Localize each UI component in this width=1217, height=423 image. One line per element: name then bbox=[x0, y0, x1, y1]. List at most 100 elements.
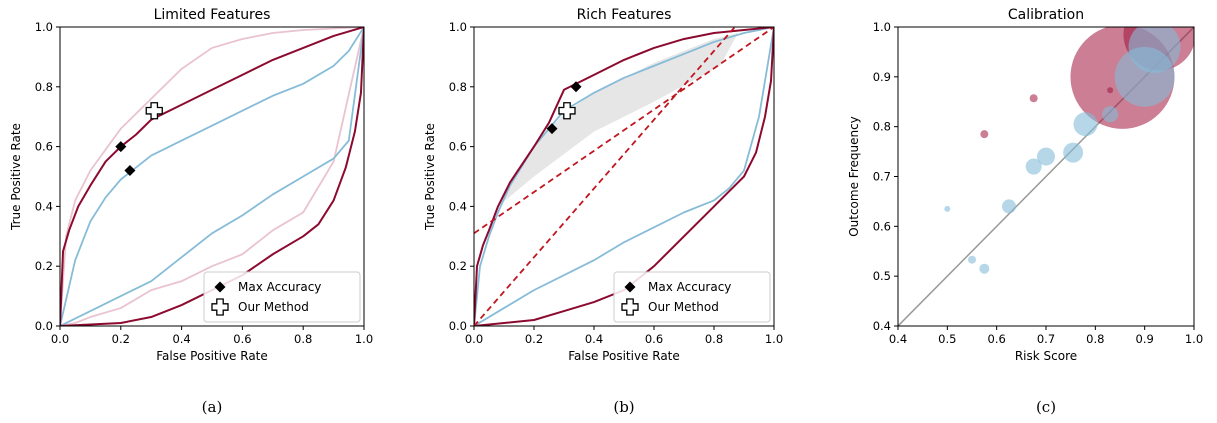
y-axis-label: True Positive Rate bbox=[9, 123, 23, 231]
x-tick-label: 0.6 bbox=[988, 332, 1006, 346]
y-tick-label: 0.8 bbox=[873, 120, 891, 134]
y-tick-label: 0.0 bbox=[35, 319, 53, 333]
y-tick-label: 0.6 bbox=[449, 140, 467, 154]
legend-diamond-icon bbox=[624, 281, 636, 293]
dashed-line bbox=[474, 27, 774, 235]
scatter-point-blue bbox=[1128, 27, 1181, 73]
panel-caption: (c) bbox=[1036, 398, 1056, 416]
dashed-line bbox=[474, 27, 737, 326]
legend: Max Accuracy Our Method bbox=[203, 271, 361, 323]
panel-c: 0.4 0.5 0.6 0.7 0.8 0.9 1.0 0.4 0.5 0.6 0.7 0.8 0.9 1… bbox=[847, 7, 1203, 416]
x-tick-label: 1.0 bbox=[1185, 332, 1203, 346]
legend-box bbox=[613, 271, 771, 323]
x-tick-label: 0.0 bbox=[51, 332, 69, 346]
y-tick-label: 0.8 bbox=[449, 80, 467, 94]
chart-title: Calibration bbox=[1008, 7, 1084, 23]
legend-label: Our Method bbox=[238, 300, 309, 314]
scatter-point-blue bbox=[944, 205, 951, 212]
our-method-marker bbox=[145, 102, 163, 120]
y-tick-label: 0.4 bbox=[35, 199, 53, 213]
x-axis-label: False Positive Rate bbox=[156, 349, 268, 363]
scatter-point-blue bbox=[1063, 142, 1084, 163]
scatter-point-blue bbox=[1002, 199, 1016, 214]
panel-caption: (a) bbox=[202, 398, 223, 416]
legend-plus-icon bbox=[621, 298, 639, 316]
plot-area bbox=[474, 27, 774, 326]
y-tick-label: 0.4 bbox=[873, 319, 891, 333]
scatter-point-red bbox=[1107, 87, 1114, 94]
x-tick-label: 0.4 bbox=[172, 332, 190, 346]
x-tick-label: 1.0 bbox=[355, 332, 373, 346]
x-tick-label: 0.9 bbox=[1136, 332, 1154, 346]
scatter-point-blue bbox=[968, 255, 976, 264]
roc-curve-lower-blue bbox=[474, 27, 774, 326]
legend-label: Max Accuracy bbox=[648, 280, 731, 294]
roc-curve-upper-blue bbox=[474, 27, 774, 326]
x-tick-label: 0.4 bbox=[585, 332, 603, 346]
scatter-point-red bbox=[980, 130, 989, 139]
roc-curve-upper-red bbox=[474, 27, 774, 326]
scatter-point-blue bbox=[1025, 158, 1042, 175]
legend-diamond-icon bbox=[214, 281, 226, 293]
legend-plus-icon bbox=[211, 298, 229, 316]
y-tick-label: 1.0 bbox=[35, 20, 53, 34]
panel-b: 0.0 0.2 0.4 0.6 0.8 1.0 0.0 0.2 0.4 0.6 0.8 1.0 Rich… bbox=[423, 7, 783, 416]
scatter-point-blue bbox=[1073, 112, 1098, 137]
axes-frame bbox=[473, 26, 775, 327]
roc-curve-lower-red bbox=[474, 27, 774, 326]
x-tick-label: 0.0 bbox=[465, 332, 483, 346]
x-tick-label: 0.2 bbox=[525, 332, 543, 346]
x-tick-label: 0.8 bbox=[1086, 332, 1104, 346]
scatter-point-blue bbox=[1102, 106, 1119, 123]
max-accuracy-marker bbox=[570, 81, 582, 93]
legend: Max Accuracy Our Method bbox=[613, 271, 771, 323]
legend-box bbox=[203, 271, 361, 323]
y-axis-label: True Positive Rate bbox=[423, 123, 437, 231]
scatter-point-red bbox=[1029, 94, 1038, 103]
y-tick-label: 1.0 bbox=[449, 20, 467, 34]
x-tick-label: 0.6 bbox=[645, 332, 663, 346]
roc-curve-upper-pink bbox=[60, 27, 364, 326]
y-tick-label: 0.9 bbox=[873, 70, 891, 84]
legend-label: Our Method bbox=[648, 300, 719, 314]
y-tick-label: 0.6 bbox=[873, 219, 891, 233]
x-tick-label: 0.8 bbox=[294, 332, 312, 346]
x-tick-label: 0.8 bbox=[705, 332, 723, 346]
roc-curve-lower-red bbox=[60, 27, 364, 326]
y-tick-label: 1.0 bbox=[873, 20, 891, 34]
axes-frame bbox=[59, 26, 365, 327]
max-accuracy-marker bbox=[124, 165, 136, 177]
roc-curve-upper-blue bbox=[60, 27, 364, 326]
y-axis-label: Outcome Frequency bbox=[847, 116, 861, 237]
y-tick-label: 0.5 bbox=[873, 269, 891, 283]
scatter-point-blue bbox=[1037, 147, 1055, 166]
panel-a: 0.0 0.2 0.4 0.6 0.8 1.0 0.0 0.2 0.4 0.6 0.8 1.0 Limi… bbox=[9, 7, 373, 416]
y-tick-label: 0.2 bbox=[35, 259, 53, 273]
our-method-marker bbox=[558, 102, 576, 120]
chart-title: Limited Features bbox=[154, 7, 271, 23]
roc-curve-lower-pink bbox=[60, 27, 364, 326]
chart-title: Rich Features bbox=[577, 7, 672, 23]
x-axis-label: Risk Score bbox=[1015, 349, 1077, 363]
max-accuracy-marker bbox=[546, 123, 558, 135]
y-tick-label: 0.0 bbox=[449, 319, 467, 333]
roc-curve-upper-red bbox=[60, 27, 364, 326]
shaded-region bbox=[498, 32, 738, 207]
plot-area bbox=[898, 27, 1194, 326]
x-axis-label: False Positive Rate bbox=[568, 349, 680, 363]
x-tick-label: 0.4 bbox=[889, 332, 907, 346]
panel-caption: (b) bbox=[613, 398, 634, 416]
x-tick-label: 0.7 bbox=[1037, 332, 1055, 346]
max-accuracy-marker bbox=[115, 141, 127, 153]
scatter-point-blue bbox=[979, 263, 990, 274]
y-tick-label: 0.8 bbox=[35, 80, 53, 94]
legend-label: Max Accuracy bbox=[238, 280, 321, 294]
y-tick-label: 0.4 bbox=[449, 199, 467, 213]
y-tick-label: 0.7 bbox=[873, 170, 891, 184]
x-tick-label: 0.6 bbox=[233, 332, 251, 346]
roc-curve-lower-blue bbox=[60, 27, 364, 326]
y-tick-label: 0.2 bbox=[449, 259, 467, 273]
x-tick-label: 1.0 bbox=[765, 332, 783, 346]
x-tick-label: 0.5 bbox=[938, 332, 956, 346]
